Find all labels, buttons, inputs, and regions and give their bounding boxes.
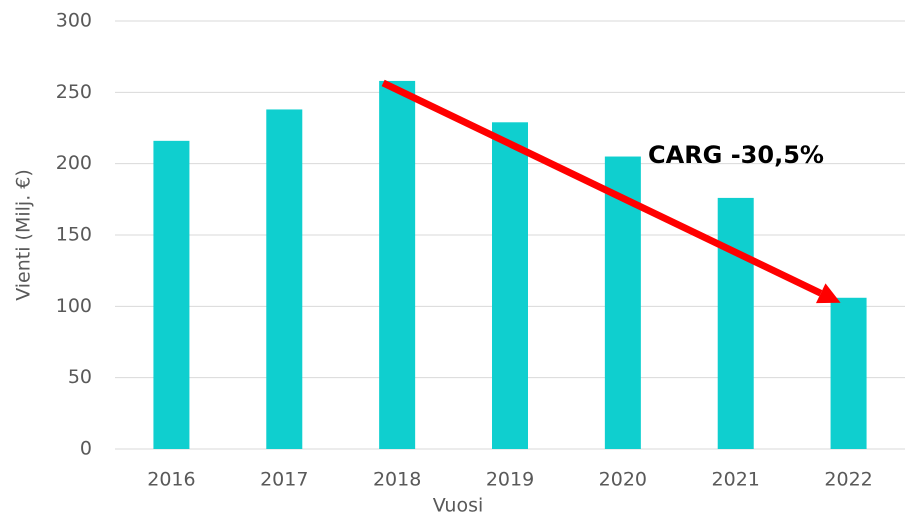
trend-arrow-head <box>815 283 841 304</box>
trend-arrow-shaft <box>381 79 823 297</box>
bar <box>830 297 867 449</box>
y-tick-label: 300 <box>56 10 92 32</box>
x-tick-label: 2021 <box>712 469 760 491</box>
y-tick-label: 150 <box>56 224 92 246</box>
x-tick-label: 2017 <box>260 469 308 491</box>
x-tick-label: 2022 <box>824 469 872 491</box>
x-tick-label: 2020 <box>599 469 647 491</box>
bar <box>266 109 303 449</box>
x-axis-label: Vuosi <box>433 495 484 517</box>
bar <box>153 140 190 449</box>
bar <box>717 197 754 449</box>
y-tick-label: 50 <box>68 366 92 388</box>
y-axis-label: Vienti (Milj. €) <box>13 169 35 301</box>
y-tick-label: 100 <box>56 295 92 317</box>
x-tick-label: 2019 <box>486 469 534 491</box>
y-tick-label: 250 <box>56 81 92 103</box>
y-tick-label: 200 <box>56 152 92 174</box>
bar <box>492 122 528 449</box>
y-tick-label: 0 <box>80 438 92 460</box>
x-tick-label: 2018 <box>373 469 421 491</box>
annotation: CARG -30,5% <box>648 141 824 169</box>
bar <box>379 80 416 450</box>
x-tick-label: 2016 <box>147 469 195 491</box>
